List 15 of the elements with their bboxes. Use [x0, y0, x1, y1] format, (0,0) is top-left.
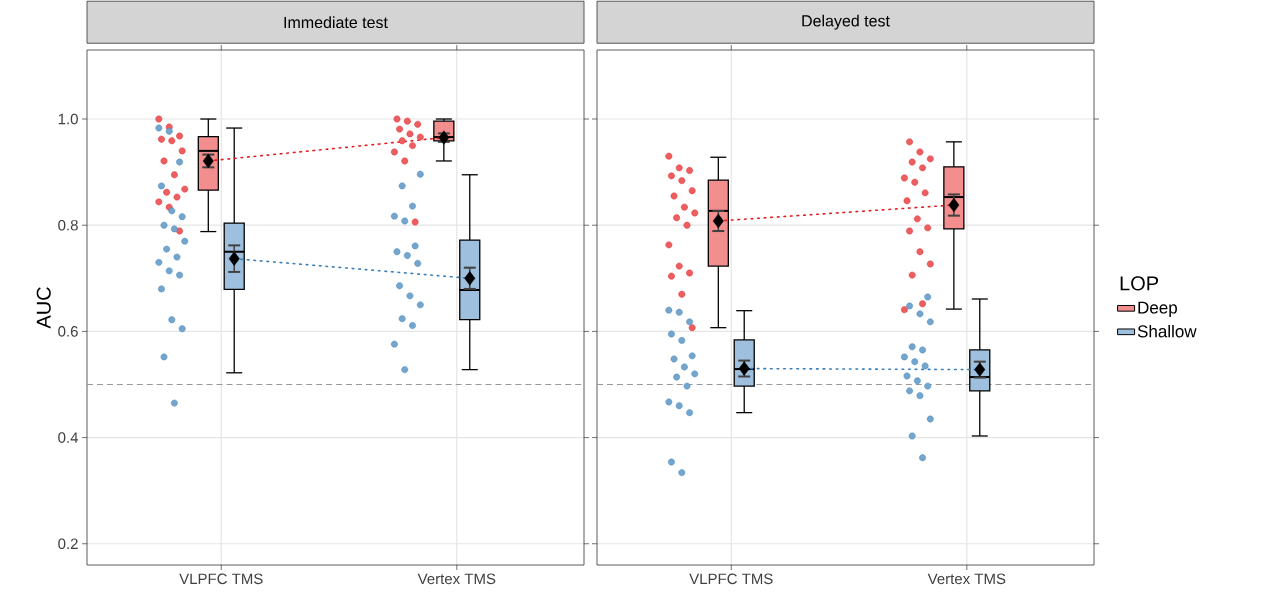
- x-tick-label: VLPFC TMS: [179, 573, 263, 585]
- legend-label: Deep: [1138, 301, 1177, 317]
- chart-title: Delayed test: [802, 14, 890, 30]
- chart-title: Immediate test: [284, 16, 388, 29]
- y-tick-label: 1.0: [58, 113, 78, 125]
- x-tick-label: VLPFC TMS: [689, 573, 773, 585]
- x-tick-label: Vertex TMS: [417, 573, 496, 585]
- y-tick-label: 0.4: [58, 432, 79, 443]
- legend-title: LOP: [1120, 276, 1159, 291]
- y-tick-label: 0.6: [58, 326, 78, 337]
- y-tick-label: 0.8: [58, 219, 78, 231]
- y-axis-title: AUC: [36, 287, 51, 329]
- legend-label: Shallow: [1137, 324, 1197, 338]
- x-tick-label: Vertex TMS: [927, 573, 1006, 585]
- y-tick-label: 0.2: [58, 538, 78, 550]
